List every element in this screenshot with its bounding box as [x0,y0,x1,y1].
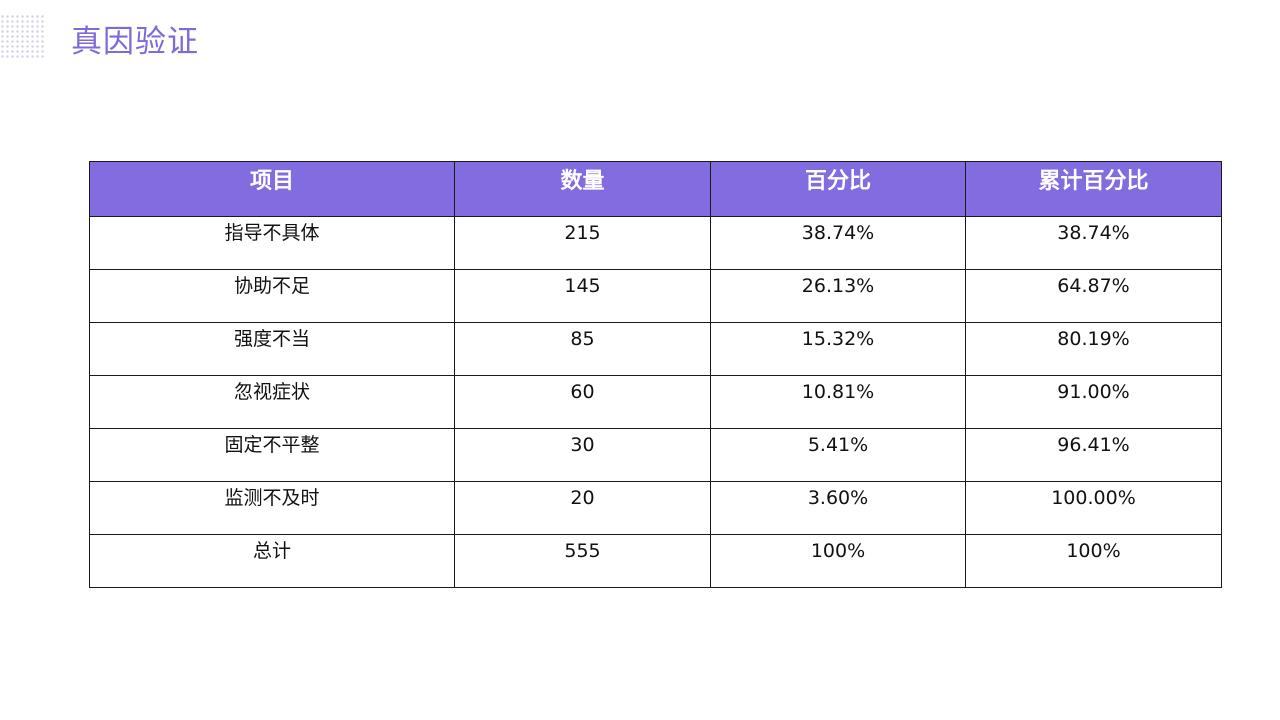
cell-cumulative-percent: 64.87% [965,269,1222,323]
cell-item: 指导不具体 [89,216,455,270]
table-row: 忽视症状 60 10.81% 91.00% [89,375,1222,429]
cell-cumulative-percent: 80.19% [965,322,1222,376]
cell-count: 555 [454,534,711,588]
cell-cumulative-percent: 100.00% [965,481,1222,535]
header-cell-percent: 百分比 [710,161,966,217]
cell-cumulative-percent: 91.00% [965,375,1222,429]
data-table: 项目 数量 百分比 累计百分比 指导不具体 215 38.74% 38.74% … [89,161,1222,588]
header-cell-cumulative-percent: 累计百分比 [965,161,1222,217]
table-header-row: 项目 数量 百分比 累计百分比 [89,161,1222,217]
cell-count: 85 [454,322,711,376]
header-cell-count: 数量 [454,161,711,217]
cell-count: 30 [454,428,711,482]
table-row: 指导不具体 215 38.74% 38.74% [89,216,1222,270]
cell-item: 总计 [89,534,455,588]
cell-percent: 10.81% [710,375,966,429]
cell-percent: 100% [710,534,966,588]
table-row: 固定不平整 30 5.41% 96.41% [89,428,1222,482]
table-row: 协助不足 145 26.13% 64.87% [89,269,1222,323]
cell-cumulative-percent: 38.74% [965,216,1222,270]
cell-item: 协助不足 [89,269,455,323]
cell-item: 监测不及时 [89,481,455,535]
decorative-dot-pattern [0,14,46,60]
cell-percent: 5.41% [710,428,966,482]
cell-item: 强度不当 [89,322,455,376]
cell-percent: 3.60% [710,481,966,535]
table-row: 强度不当 85 15.32% 80.19% [89,322,1222,376]
cell-item: 忽视症状 [89,375,455,429]
cell-percent: 38.74% [710,216,966,270]
cell-cumulative-percent: 100% [965,534,1222,588]
cell-cumulative-percent: 96.41% [965,428,1222,482]
table-row-total: 总计 555 100% 100% [89,534,1222,588]
cell-count: 60 [454,375,711,429]
cell-count: 20 [454,481,711,535]
page-title: 真因验证 [71,24,199,60]
cell-percent: 15.32% [710,322,966,376]
table-row: 监测不及时 20 3.60% 100.00% [89,481,1222,535]
header-cell-item: 项目 [89,161,455,217]
cell-percent: 26.13% [710,269,966,323]
cell-count: 145 [454,269,711,323]
cell-item: 固定不平整 [89,428,455,482]
cell-count: 215 [454,216,711,270]
